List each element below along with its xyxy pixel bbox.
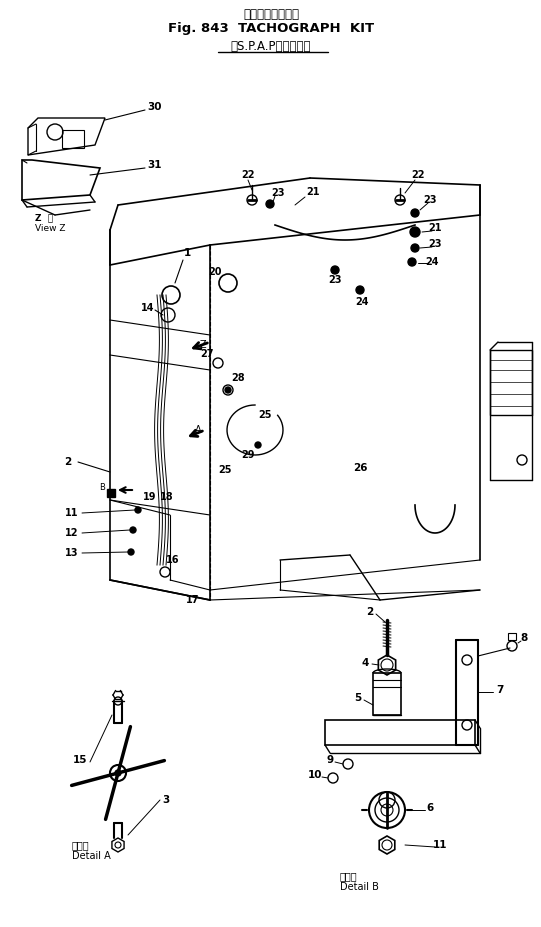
Text: 21: 21 <box>306 187 320 197</box>
Text: 2: 2 <box>64 457 71 467</box>
Text: 12: 12 <box>65 528 79 538</box>
Text: 30: 30 <box>148 102 162 112</box>
Text: 23: 23 <box>428 239 442 249</box>
Circle shape <box>411 244 419 252</box>
Text: 24: 24 <box>425 257 439 267</box>
Text: 26: 26 <box>353 463 367 473</box>
Circle shape <box>408 258 416 266</box>
Bar <box>62 130 84 148</box>
Circle shape <box>135 507 141 513</box>
Text: 25: 25 <box>258 410 272 420</box>
Text: 7: 7 <box>496 685 504 695</box>
Text: 11: 11 <box>433 840 447 850</box>
Circle shape <box>410 227 420 237</box>
Text: 17: 17 <box>186 595 200 605</box>
Text: 24: 24 <box>355 297 369 307</box>
Text: 9: 9 <box>326 755 334 765</box>
Text: 8: 8 <box>520 633 527 643</box>
Text: 3: 3 <box>162 795 169 805</box>
Text: 4: 4 <box>361 658 368 668</box>
Text: 23: 23 <box>423 195 437 205</box>
Text: 18: 18 <box>160 492 174 502</box>
Text: 2: 2 <box>366 607 374 617</box>
Text: 20: 20 <box>208 267 222 277</box>
Circle shape <box>266 200 274 208</box>
Text: Z  枠: Z 枠 <box>35 213 53 222</box>
Circle shape <box>130 527 136 533</box>
Text: 21: 21 <box>428 223 442 233</box>
Bar <box>107 489 115 497</box>
Text: 15: 15 <box>72 755 87 765</box>
Bar <box>508 633 516 640</box>
Circle shape <box>356 286 364 294</box>
Text: 22: 22 <box>241 170 255 180</box>
Circle shape <box>225 387 231 393</box>
Text: 11: 11 <box>65 508 79 518</box>
Text: Detail B: Detail B <box>340 882 379 892</box>
Circle shape <box>255 442 261 448</box>
Text: View Z: View Z <box>35 223 65 233</box>
Text: Ｂ詳細: Ｂ詳細 <box>340 871 358 881</box>
Text: 14: 14 <box>141 303 155 313</box>
Bar <box>325 720 475 745</box>
Text: 5: 5 <box>354 693 361 703</box>
Text: 19: 19 <box>143 492 157 502</box>
Circle shape <box>115 770 121 776</box>
Text: 31: 31 <box>148 160 162 170</box>
Circle shape <box>411 209 419 217</box>
Text: B: B <box>99 482 105 491</box>
Text: 23: 23 <box>328 275 342 285</box>
Text: 1: 1 <box>183 248 190 258</box>
Bar <box>490 350 532 415</box>
Text: A: A <box>195 425 201 435</box>
Text: 10: 10 <box>308 770 322 780</box>
Text: タコグラフキット: タコグラフキット <box>243 8 299 21</box>
Text: 27: 27 <box>200 349 214 359</box>
Text: 29: 29 <box>241 450 255 460</box>
Text: 23: 23 <box>271 188 285 198</box>
Text: Fig. 843  TACHOGRAPH  KIT: Fig. 843 TACHOGRAPH KIT <box>168 22 374 35</box>
Text: 13: 13 <box>65 548 79 558</box>
Text: 22: 22 <box>411 170 425 180</box>
Text: （S.P.A.P装著車用）: （S.P.A.P装著車用） <box>231 40 311 53</box>
Text: Detail A: Detail A <box>72 851 111 861</box>
Text: 16: 16 <box>166 555 180 565</box>
Circle shape <box>331 266 339 274</box>
Bar <box>373 673 401 715</box>
Text: 6: 6 <box>426 803 434 813</box>
Text: 25: 25 <box>218 465 232 475</box>
Circle shape <box>128 549 134 555</box>
Text: 28: 28 <box>231 373 245 383</box>
Text: Ａ詳細: Ａ詳細 <box>72 840 90 850</box>
Text: Z: Z <box>200 340 207 350</box>
